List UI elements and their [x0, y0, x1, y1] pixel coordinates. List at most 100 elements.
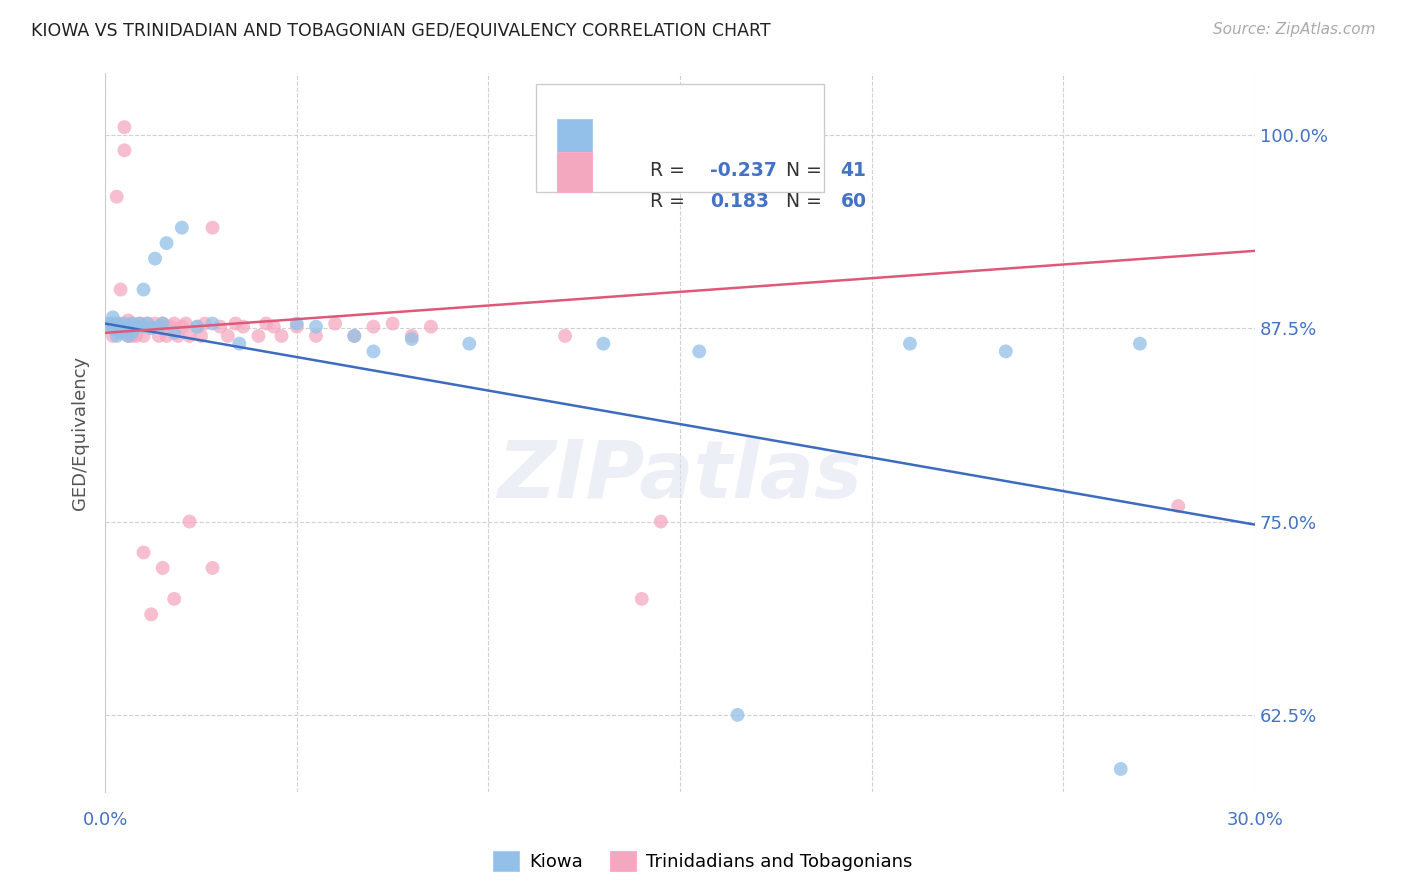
- Point: [217, 329, 239, 343]
- Point: [270, 329, 292, 343]
- Point: [105, 190, 128, 204]
- Point: [323, 317, 346, 331]
- Point: [141, 321, 163, 335]
- Point: [121, 317, 143, 331]
- Point: [592, 336, 614, 351]
- Point: [105, 329, 128, 343]
- Point: [117, 329, 139, 343]
- Point: [159, 319, 181, 334]
- Point: [143, 252, 166, 266]
- Point: [155, 329, 177, 343]
- Text: KIOWA VS TRINIDADIAN AND TOBAGONIAN GED/EQUIVALENCY CORRELATION CHART: KIOWA VS TRINIDADIAN AND TOBAGONIAN GED/…: [31, 22, 770, 40]
- Point: [98, 319, 121, 334]
- Text: N =: N =: [786, 161, 828, 179]
- Point: [152, 319, 174, 334]
- Point: [343, 329, 366, 343]
- Point: [101, 310, 124, 325]
- Point: [121, 329, 143, 343]
- Point: [363, 319, 385, 334]
- Point: [163, 326, 186, 340]
- Point: [125, 329, 148, 343]
- Point: [1109, 762, 1132, 776]
- Point: [174, 317, 197, 331]
- Point: [121, 326, 143, 340]
- Point: [112, 317, 135, 331]
- Text: 60: 60: [841, 193, 866, 211]
- Point: [152, 561, 174, 575]
- Point: [132, 283, 155, 297]
- Point: [420, 319, 443, 334]
- Text: 0.183: 0.183: [710, 193, 769, 211]
- Text: 41: 41: [841, 161, 866, 179]
- Bar: [536, 84, 824, 192]
- Point: [186, 319, 208, 334]
- Point: [650, 515, 672, 529]
- Point: [228, 336, 250, 351]
- Point: [141, 319, 163, 334]
- Bar: [557, 120, 592, 159]
- Point: [112, 144, 135, 158]
- Point: [125, 319, 148, 334]
- Point: [225, 317, 247, 331]
- Point: [101, 321, 124, 335]
- Text: -0.237: -0.237: [710, 161, 776, 179]
- Point: [343, 329, 366, 343]
- Point: [630, 591, 652, 606]
- Point: [898, 336, 921, 351]
- Point: [117, 329, 139, 343]
- Point: [167, 329, 190, 343]
- Legend: Kiowa, Trinidadians and Tobagonians: Kiowa, Trinidadians and Tobagonians: [486, 844, 920, 879]
- Point: [254, 317, 277, 331]
- Point: [125, 319, 148, 334]
- Text: ZIPatlas: ZIPatlas: [498, 437, 862, 515]
- Point: [1129, 336, 1152, 351]
- Point: [105, 317, 128, 331]
- Point: [117, 313, 139, 327]
- Point: [101, 317, 124, 331]
- Point: [247, 329, 270, 343]
- Bar: [557, 153, 592, 192]
- Point: [136, 317, 159, 331]
- Point: [155, 236, 177, 251]
- Point: [194, 317, 217, 331]
- Point: [112, 321, 135, 335]
- Point: [209, 319, 232, 334]
- Point: [112, 120, 135, 135]
- Point: [152, 317, 174, 331]
- Point: [190, 329, 212, 343]
- Point: [554, 329, 576, 343]
- Point: [128, 317, 150, 331]
- Text: 0.0%: 0.0%: [83, 811, 128, 829]
- Point: [170, 220, 193, 235]
- Point: [201, 561, 224, 575]
- Point: [305, 319, 328, 334]
- Point: [148, 319, 170, 334]
- Point: [201, 220, 224, 235]
- Point: [121, 317, 143, 331]
- Point: [727, 707, 749, 722]
- Point: [688, 344, 710, 359]
- Text: Source: ZipAtlas.com: Source: ZipAtlas.com: [1212, 22, 1375, 37]
- Point: [1167, 499, 1189, 513]
- Text: R =: R =: [650, 161, 690, 179]
- Point: [128, 317, 150, 331]
- Text: N =: N =: [786, 193, 828, 211]
- Point: [110, 283, 132, 297]
- Point: [458, 336, 481, 351]
- Point: [117, 319, 139, 334]
- Point: [232, 319, 254, 334]
- Point: [285, 317, 308, 331]
- Point: [101, 329, 124, 343]
- Text: R =: R =: [650, 193, 690, 211]
- Point: [994, 344, 1017, 359]
- Point: [170, 319, 193, 334]
- Point: [110, 319, 132, 334]
- Point: [381, 317, 404, 331]
- Point: [179, 329, 201, 343]
- Point: [363, 344, 385, 359]
- Point: [132, 329, 155, 343]
- Point: [401, 329, 423, 343]
- Point: [186, 319, 208, 334]
- Text: 30.0%: 30.0%: [1226, 811, 1284, 829]
- Point: [401, 332, 423, 346]
